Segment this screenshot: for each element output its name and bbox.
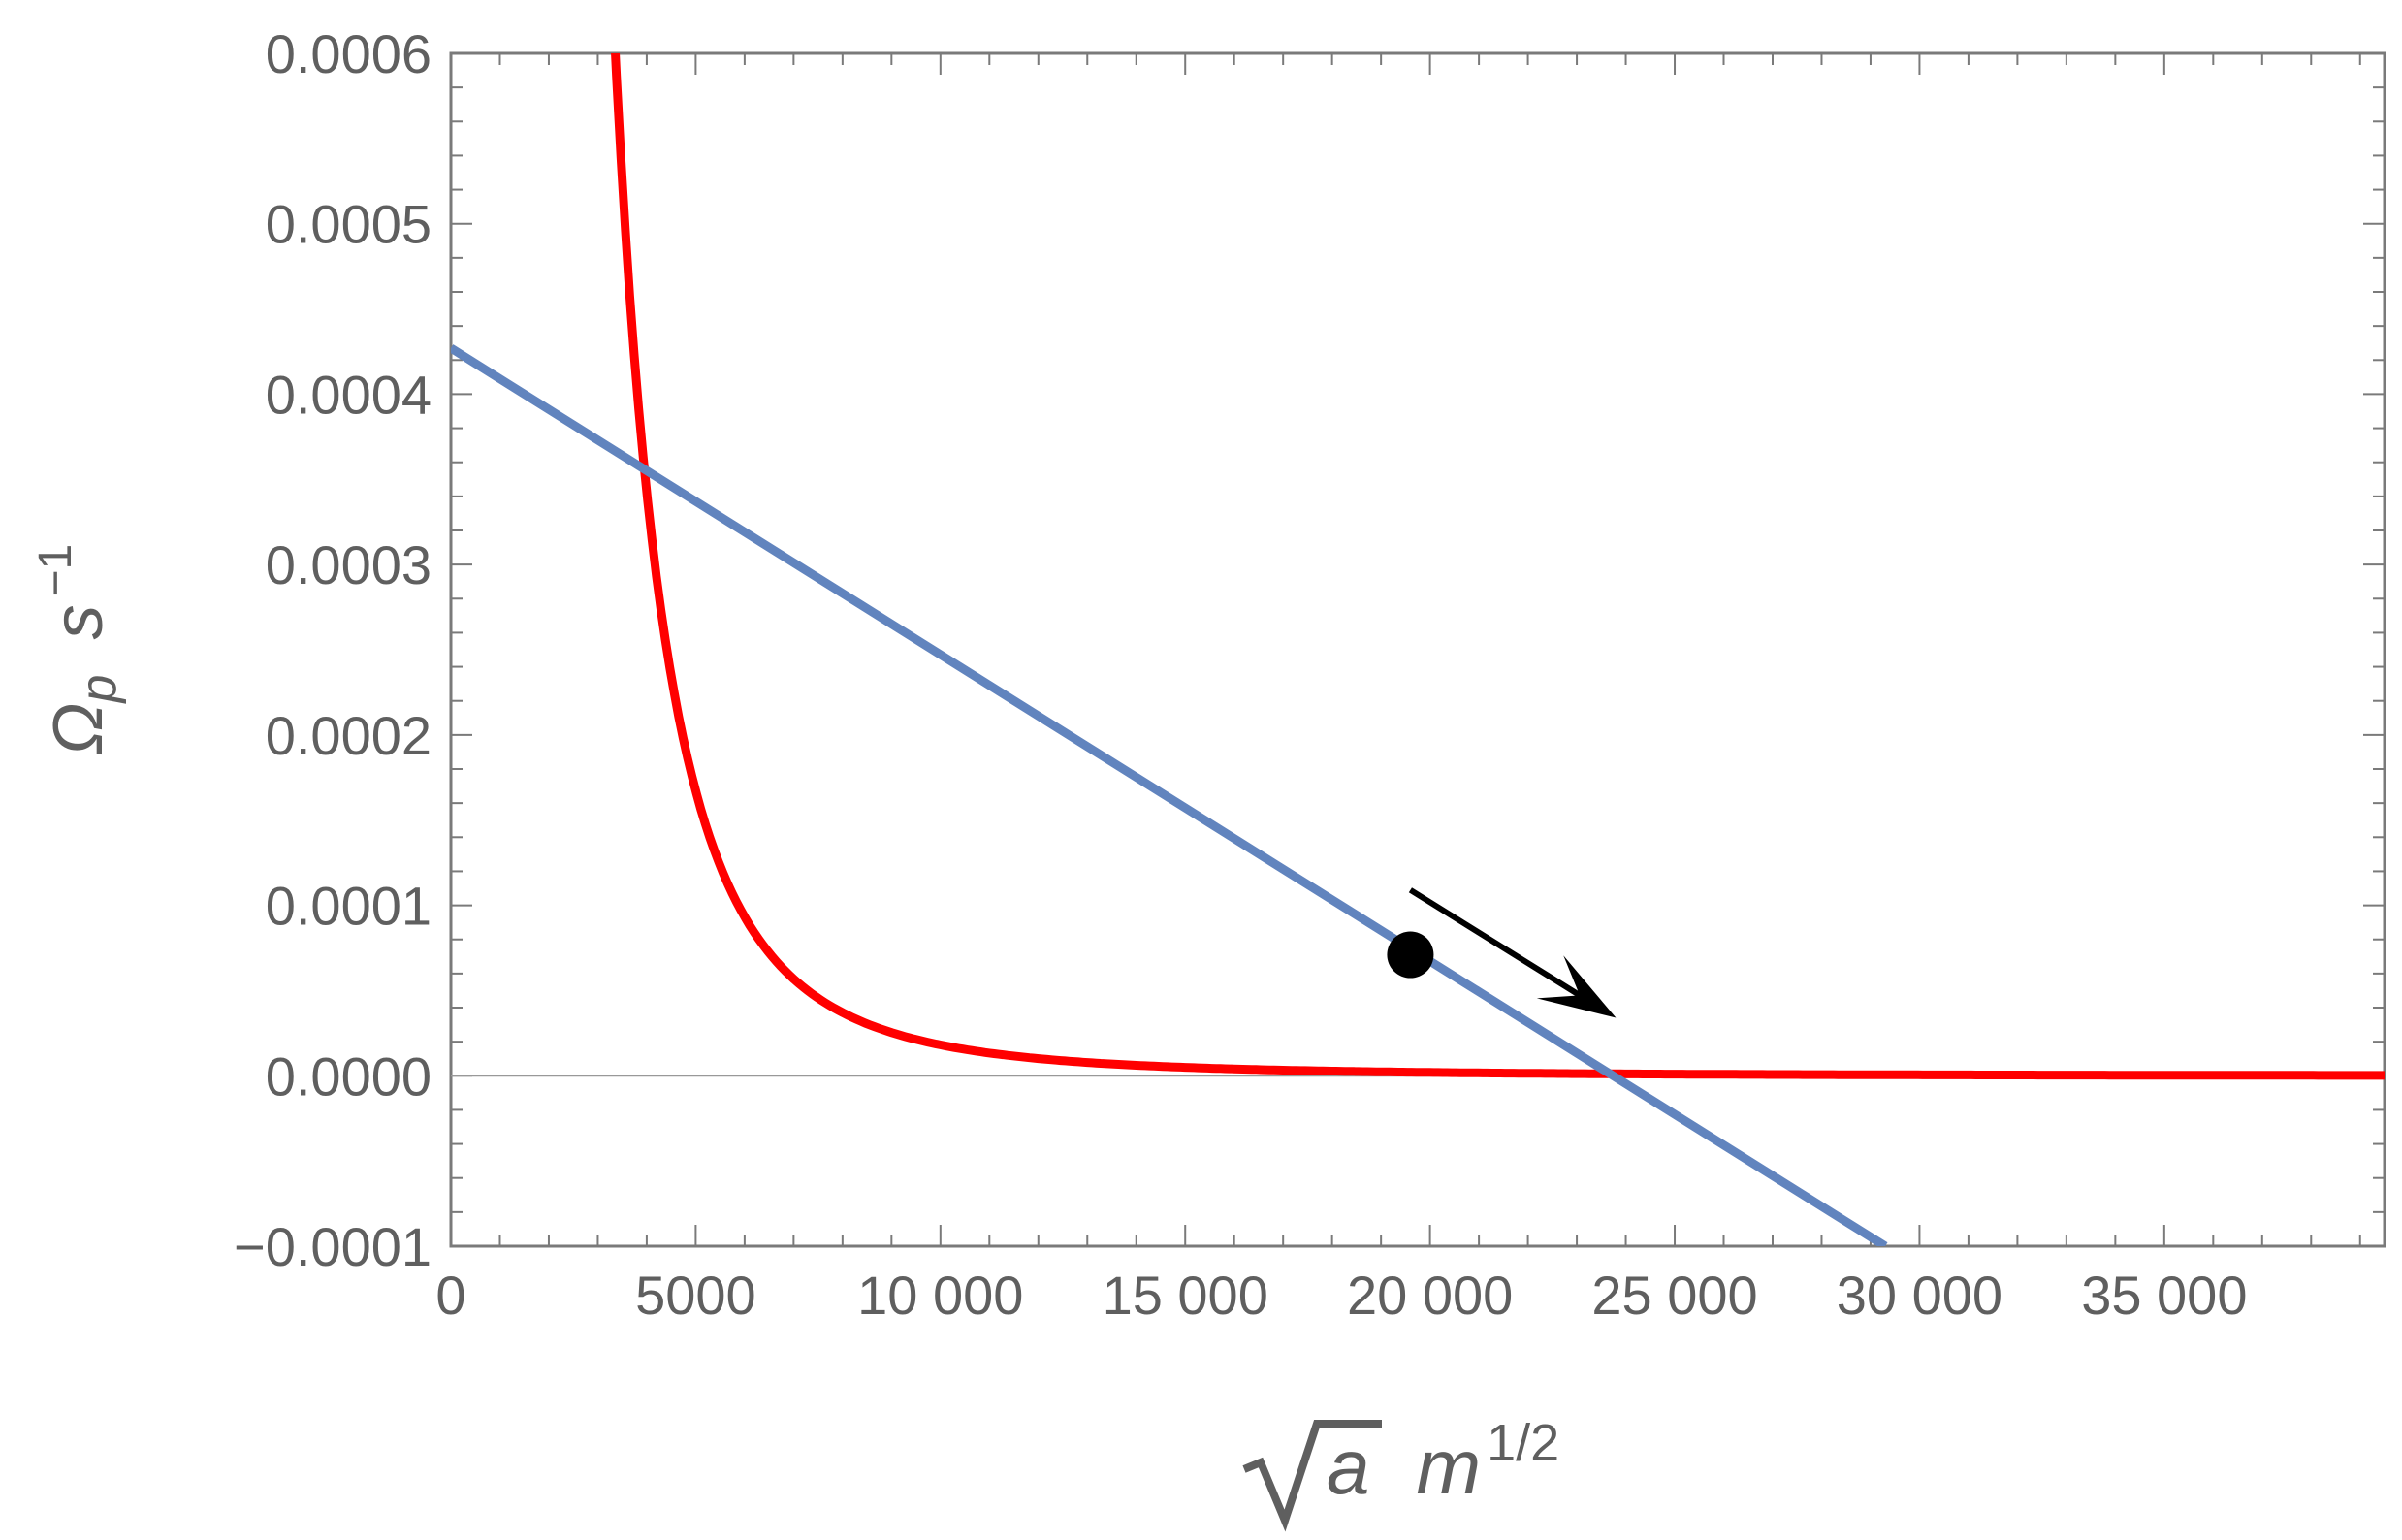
y-axis-label-unit-exp: −1 (30, 544, 81, 597)
annotation-layer (1387, 887, 1617, 1018)
arrow-head (1536, 955, 1617, 1018)
x-axis-label-unit: m (1417, 1424, 1482, 1510)
x-tick-label: 0 (435, 1265, 465, 1326)
x-tick-label: 35 000 (2081, 1265, 2247, 1326)
svg-text:Ωps−1: Ωp s −1 (30, 544, 127, 755)
x-axis-label: a m 1/2 (1242, 1414, 1559, 1532)
y-tick-label: 0.0005 (266, 194, 432, 255)
arrow-shaft (1408, 887, 1593, 1006)
y-axis-label-base: Ω (40, 702, 117, 755)
y-tick-label: 0.0006 (266, 23, 432, 84)
y-tick-label: 0.0000 (266, 1045, 432, 1107)
x-tick-label: 25 000 (1591, 1265, 1757, 1326)
x-tick-label: 30 000 (1837, 1265, 2002, 1326)
state-marker (1387, 931, 1434, 979)
x-tick-label: 20 000 (1347, 1265, 1513, 1326)
x-tick-label: 15 000 (1103, 1265, 1268, 1326)
x-axis-label-base: a (1327, 1424, 1370, 1510)
y-tick-label: 0.0004 (266, 364, 432, 425)
y-axis-label-sub: p (71, 675, 127, 705)
series-layer (451, 53, 2385, 1246)
plot-frame (449, 51, 2386, 1248)
sqrt-symbol (1242, 1420, 1382, 1532)
y-tick-label: 0.0002 (266, 705, 432, 766)
x-tick-label: 5000 (635, 1265, 756, 1326)
svg-text:am1/2: a m 1/2 (1327, 1414, 1559, 1510)
series-line-1 (611, 53, 2385, 1080)
y-tick-label: 0.0003 (266, 534, 432, 595)
y-tick-labels: −0.0001 0.0000 0.0001 0.0002 0.0003 0.0004 0.0… (234, 23, 432, 1277)
series-line-2 (451, 344, 1888, 1246)
y-axis-label-unit: s (40, 605, 117, 640)
y-axis-label: Ωp s −1 (30, 544, 127, 755)
x-axis-label-unit-exp: 1/2 (1487, 1414, 1559, 1472)
y-tick-label: −0.0001 (234, 1216, 432, 1277)
x-tick-labels: 0 5000 10 000 15 000 20 000 25 000 30 000 35 00… (435, 1265, 2247, 1326)
x-tick-label: 10 000 (857, 1265, 1023, 1326)
tick-marks (450, 52, 2385, 1247)
y-tick-label: 0.0001 (266, 876, 432, 937)
